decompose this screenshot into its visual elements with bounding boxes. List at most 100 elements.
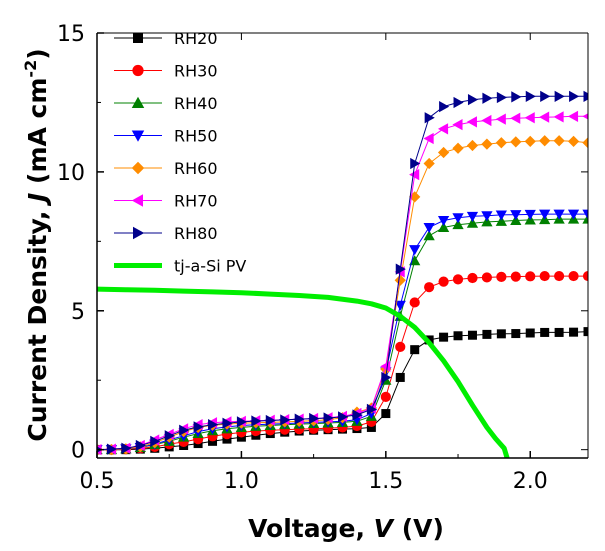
legend-item: tj-a-Si PV: [114, 257, 246, 276]
data-point: [511, 91, 522, 103]
data-point: [553, 209, 565, 220]
data-point: [394, 274, 406, 286]
data-point: [437, 221, 450, 232]
data-point: [452, 219, 464, 230]
data-point: [467, 330, 477, 340]
series-line-7: [97, 286, 510, 458]
legend-label: RH20: [174, 29, 218, 48]
data-point: [582, 209, 588, 220]
data-point: [395, 263, 406, 275]
series-5: [97, 110, 588, 456]
data-point: [395, 372, 405, 382]
y-tick-label: 0: [71, 439, 85, 464]
legend-item: RH60: [114, 159, 218, 178]
data-point: [569, 327, 579, 337]
data-point: [467, 272, 478, 284]
data-point: [179, 424, 190, 436]
data-point: [495, 113, 506, 125]
data-point: [495, 210, 507, 221]
data-point: [164, 430, 175, 442]
data-point: [452, 213, 464, 224]
data-point: [539, 270, 550, 282]
data-point: [251, 415, 262, 427]
data-point: [395, 341, 406, 352]
data-point: [510, 271, 521, 282]
data-point: [525, 90, 536, 102]
x-axis-title-symbol: V: [374, 514, 395, 543]
data-point: [150, 435, 161, 447]
data-point: [554, 327, 564, 337]
x-axis-title-suffix: (V): [393, 514, 444, 543]
data-point: [524, 112, 535, 124]
data-point: [366, 403, 378, 416]
data-point: [495, 137, 507, 149]
data-point: [466, 139, 479, 152]
data-point: [437, 216, 450, 227]
data-point: [323, 412, 334, 424]
data-point: [424, 112, 435, 124]
data-point: [554, 90, 565, 102]
legend-item: RH30: [114, 62, 218, 81]
legend-item: RH50: [114, 127, 218, 146]
data-point: [452, 274, 464, 285]
data-point: [453, 96, 464, 109]
data-point: [582, 113, 588, 120]
data-point: [524, 209, 536, 221]
data-point: [482, 92, 493, 104]
legend-item: RH40: [114, 94, 218, 113]
data-point: [496, 271, 507, 282]
axes-layer: 0.5 1.0 1.5 2.0 0 5 10 15: [57, 22, 589, 494]
legend-swatch-marker: [132, 64, 144, 77]
data-point: [381, 371, 392, 384]
data-point: [452, 119, 463, 131]
data-point: [409, 255, 421, 266]
data-point: [567, 209, 580, 220]
data-point: [540, 90, 551, 102]
data-point: [553, 135, 565, 147]
data-point: [567, 110, 579, 122]
y-axis-title-exponent: -2: [21, 60, 40, 78]
data-point: [568, 270, 579, 282]
data-point: [236, 416, 248, 428]
data-point: [294, 413, 305, 425]
series-6: [97, 90, 588, 455]
data-point: [208, 419, 219, 431]
data-point: [481, 114, 492, 127]
data-point: [539, 135, 551, 147]
data-point: [481, 138, 493, 150]
data-point: [366, 422, 376, 432]
series-4: [97, 135, 588, 456]
data-point: [410, 345, 420, 355]
y-axis-title-prefix: Current Density,: [23, 202, 52, 442]
data-point: [510, 112, 521, 124]
legend-swatch-marker: [133, 226, 145, 240]
data-point: [380, 391, 391, 402]
legend-swatch-marker: [133, 33, 143, 43]
data-point: [423, 157, 435, 170]
y-axis-title-suffix: (mA cm: [23, 78, 52, 193]
data-point: [410, 157, 421, 170]
data-point: [439, 100, 450, 113]
data-point: [409, 169, 420, 181]
data-point: [481, 272, 493, 283]
y-axis-title-close: ): [23, 48, 52, 59]
data-point: [554, 270, 565, 282]
legend-swatch-marker: [131, 194, 143, 207]
data-point: [553, 111, 564, 123]
data-point: [193, 421, 204, 433]
legend-swatch-marker: [131, 161, 145, 175]
y-tick-label: 10: [57, 161, 85, 186]
data-point: [525, 271, 536, 282]
data-point: [338, 411, 349, 423]
data-point: [496, 329, 506, 339]
legend-label: RH60: [174, 159, 218, 178]
data-point: [135, 439, 146, 452]
data-point: [467, 94, 479, 106]
data-point: [583, 90, 588, 102]
legend-item: RH80: [114, 224, 218, 243]
data-point: [525, 328, 535, 338]
legend-label: RH40: [174, 94, 218, 113]
data-point: [495, 215, 507, 226]
